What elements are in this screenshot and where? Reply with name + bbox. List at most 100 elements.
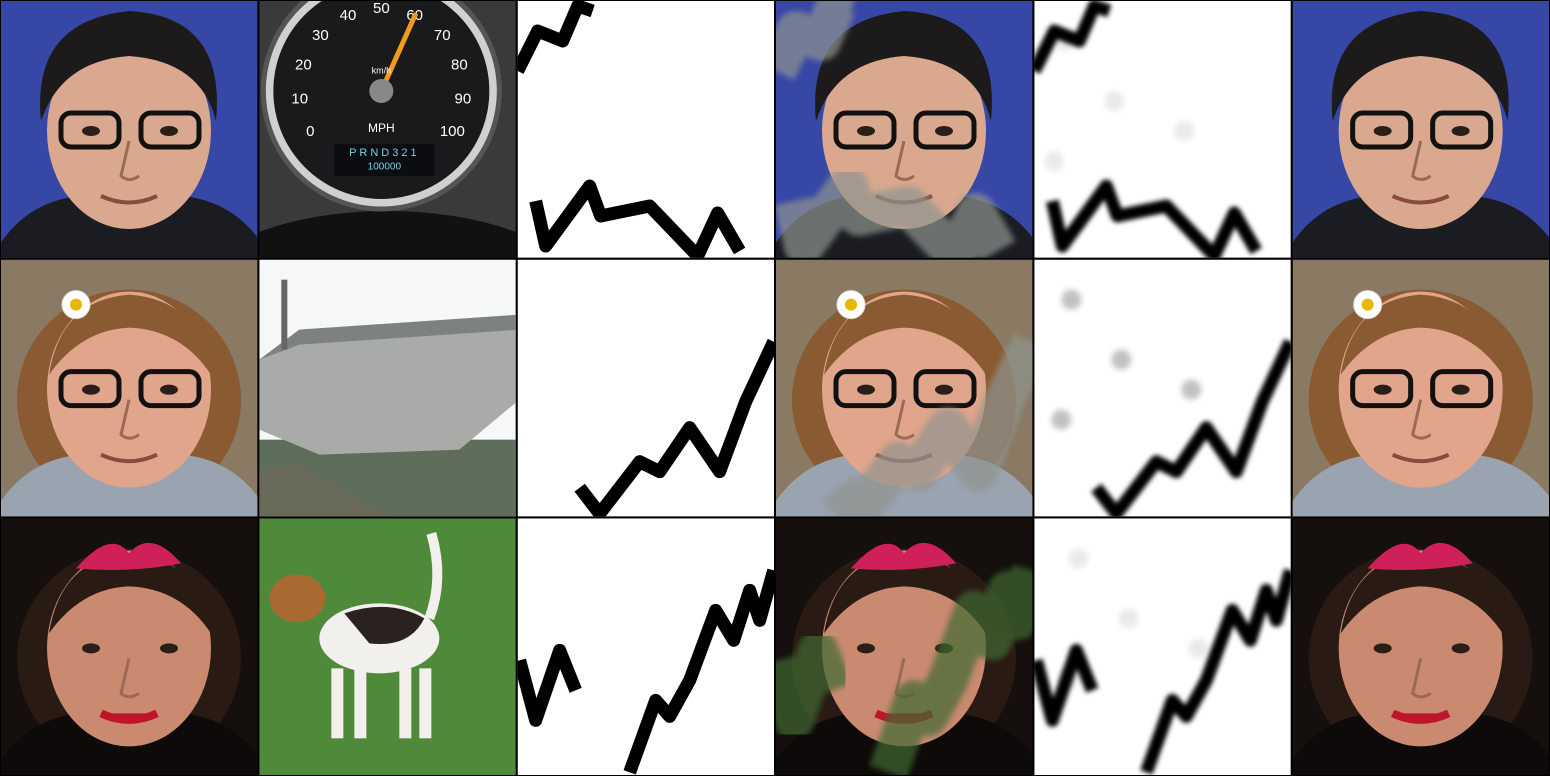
eye-right — [160, 126, 178, 136]
image-cell — [1292, 1, 1549, 258]
image-cell — [517, 518, 775, 775]
steering — [259, 211, 516, 258]
mask-stroke — [1034, 1, 1112, 74]
eye-right — [1451, 643, 1470, 654]
unit-label: MPH — [368, 121, 395, 135]
eye-right — [935, 384, 953, 395]
eye-left — [82, 384, 100, 395]
dial-label: 50 — [373, 0, 390, 17]
nose — [894, 399, 915, 440]
mask-stroke — [1140, 568, 1291, 775]
mouth — [1390, 709, 1451, 724]
pasted-region — [776, 1, 856, 80]
hair — [40, 11, 217, 121]
leg — [331, 668, 344, 739]
hair — [815, 11, 992, 121]
noise — [1111, 349, 1132, 370]
face — [1338, 291, 1503, 488]
face — [47, 550, 211, 747]
image-cell — [776, 518, 1033, 775]
face — [1338, 550, 1503, 747]
eye-left — [82, 643, 100, 654]
face — [47, 33, 211, 229]
bow — [76, 542, 181, 570]
hair — [1340, 294, 1503, 375]
mask-stroke — [529, 179, 746, 258]
hub — [369, 79, 394, 103]
dial-label: 80 — [451, 57, 468, 74]
eye-left — [857, 643, 875, 654]
bow — [851, 542, 956, 570]
hair — [49, 553, 211, 634]
image-cell — [1034, 1, 1291, 258]
image-cell — [1292, 518, 1549, 775]
nose — [119, 140, 140, 181]
mouth — [1391, 452, 1450, 464]
pasted-region — [822, 333, 1033, 517]
flower-center — [1361, 298, 1374, 311]
mouth — [100, 194, 158, 205]
image-cell — [1292, 259, 1549, 517]
dock — [259, 464, 388, 517]
display — [334, 144, 435, 176]
bow — [1367, 542, 1473, 570]
dial-label: 10 — [291, 91, 308, 108]
hair — [49, 294, 211, 375]
glasses-right — [138, 369, 202, 409]
noise — [1068, 548, 1089, 569]
image-cell — [1, 518, 258, 775]
noise — [1118, 608, 1139, 629]
mask-stroke — [1091, 338, 1291, 517]
face — [47, 291, 211, 488]
noise — [1174, 121, 1195, 141]
odometer: 100000 — [368, 162, 402, 173]
nose — [119, 657, 140, 699]
hair — [1340, 553, 1503, 634]
dial-label: 0 — [306, 123, 314, 140]
pasted-region — [776, 630, 853, 741]
mouth — [1391, 194, 1450, 205]
hair — [824, 553, 986, 634]
eye-right — [1451, 126, 1470, 136]
flower-center — [70, 298, 82, 311]
image-cell — [1034, 518, 1291, 775]
eye-left — [1373, 126, 1392, 136]
eye-right — [160, 643, 178, 654]
head — [269, 574, 326, 623]
kmh-label: km/h — [372, 65, 392, 75]
saddle — [344, 606, 425, 645]
eye-right — [935, 126, 953, 136]
image-cell — [1034, 259, 1291, 517]
eye-left — [1373, 643, 1392, 654]
noise — [1051, 409, 1072, 430]
image-cell: 0102030405060708090100km/hMPHPRND3211000… — [259, 0, 516, 258]
leg — [419, 668, 432, 739]
eye-left — [857, 384, 875, 395]
nose — [894, 140, 915, 181]
image-cell — [259, 518, 516, 775]
eye-right — [160, 384, 178, 395]
dial-label: 70 — [434, 27, 451, 44]
needle — [379, 12, 419, 93]
deck — [259, 314, 516, 360]
image-cell — [1, 259, 258, 517]
mouth — [100, 452, 158, 464]
tail — [424, 531, 443, 621]
dial-label: 90 — [455, 91, 472, 108]
mouth — [99, 709, 159, 724]
leg — [354, 668, 367, 739]
gear-label: PRND321 — [349, 147, 420, 159]
glasses-left — [833, 369, 897, 409]
dial-label: 20 — [295, 57, 312, 74]
mask-stroke — [517, 643, 582, 727]
noise — [1188, 638, 1209, 659]
hair — [1331, 11, 1509, 121]
image-cell — [776, 259, 1033, 517]
image-cell — [1, 1, 258, 258]
glasses-left — [1350, 110, 1414, 150]
glasses-right — [1430, 369, 1494, 409]
face — [1338, 33, 1503, 229]
eye-left — [82, 126, 100, 136]
nose — [1411, 140, 1432, 181]
